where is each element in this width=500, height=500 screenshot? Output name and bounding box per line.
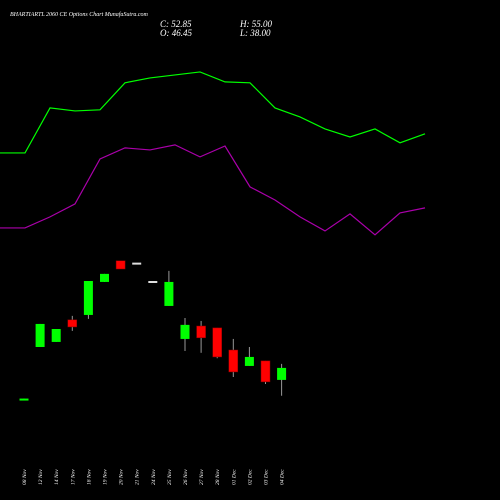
x-tick-label: 19 Nov <box>103 469 109 485</box>
candle-body <box>212 327 222 358</box>
x-tick-label: 18 Nov <box>86 469 92 485</box>
candle-body <box>83 281 93 315</box>
indicator-line <box>0 144 426 236</box>
x-tick-label: 28 Nov <box>215 469 221 485</box>
candle-body <box>132 262 142 265</box>
candle-body <box>67 319 78 328</box>
x-tick-label: 14 Nov <box>53 469 60 485</box>
candle-body <box>19 398 29 401</box>
x-tick-label: 25 Nov <box>167 469 173 485</box>
x-tick-label: 04 Dec <box>279 469 286 485</box>
x-tick-label: 20 Nov <box>119 469 125 485</box>
candle-body <box>260 360 271 383</box>
candle-body <box>115 260 126 270</box>
candle-body <box>244 356 254 366</box>
candle-body <box>35 323 45 347</box>
x-tick-label: 08 Nov <box>22 469 28 485</box>
indicator-line <box>0 71 426 154</box>
candle-body <box>148 281 158 283</box>
x-tick-label: 27 Nov <box>199 469 205 485</box>
x-tick-label: 02 Dec <box>247 469 253 485</box>
x-tick-label: 26 Nov <box>183 469 189 485</box>
candle-body <box>100 273 109 282</box>
candle-body <box>51 329 61 342</box>
stat-low: L: 38.00 <box>239 28 271 38</box>
x-tick-label: 17 Nov <box>70 469 76 485</box>
chart-title: BHARTIARTL 2060 CE Options Chart MunafaS… <box>10 11 149 18</box>
x-tick-label: 12 Nov <box>38 469 44 485</box>
candle-body <box>228 349 239 373</box>
x-tick-label: 01 Dec <box>231 469 237 485</box>
stat-high: H: 55.00 <box>239 19 272 29</box>
stat-open: O: 46.45 <box>160 28 192 38</box>
candle-body <box>180 324 190 339</box>
x-tick-label: 21 Nov <box>135 469 141 485</box>
x-tick-label: 24 Nov <box>150 469 157 485</box>
candle-body <box>277 367 287 380</box>
candle-body <box>196 325 206 339</box>
stat-close: C: 52.85 <box>160 19 192 29</box>
candle-body <box>164 281 174 306</box>
x-tick-label: 03 Dec <box>264 469 270 485</box>
